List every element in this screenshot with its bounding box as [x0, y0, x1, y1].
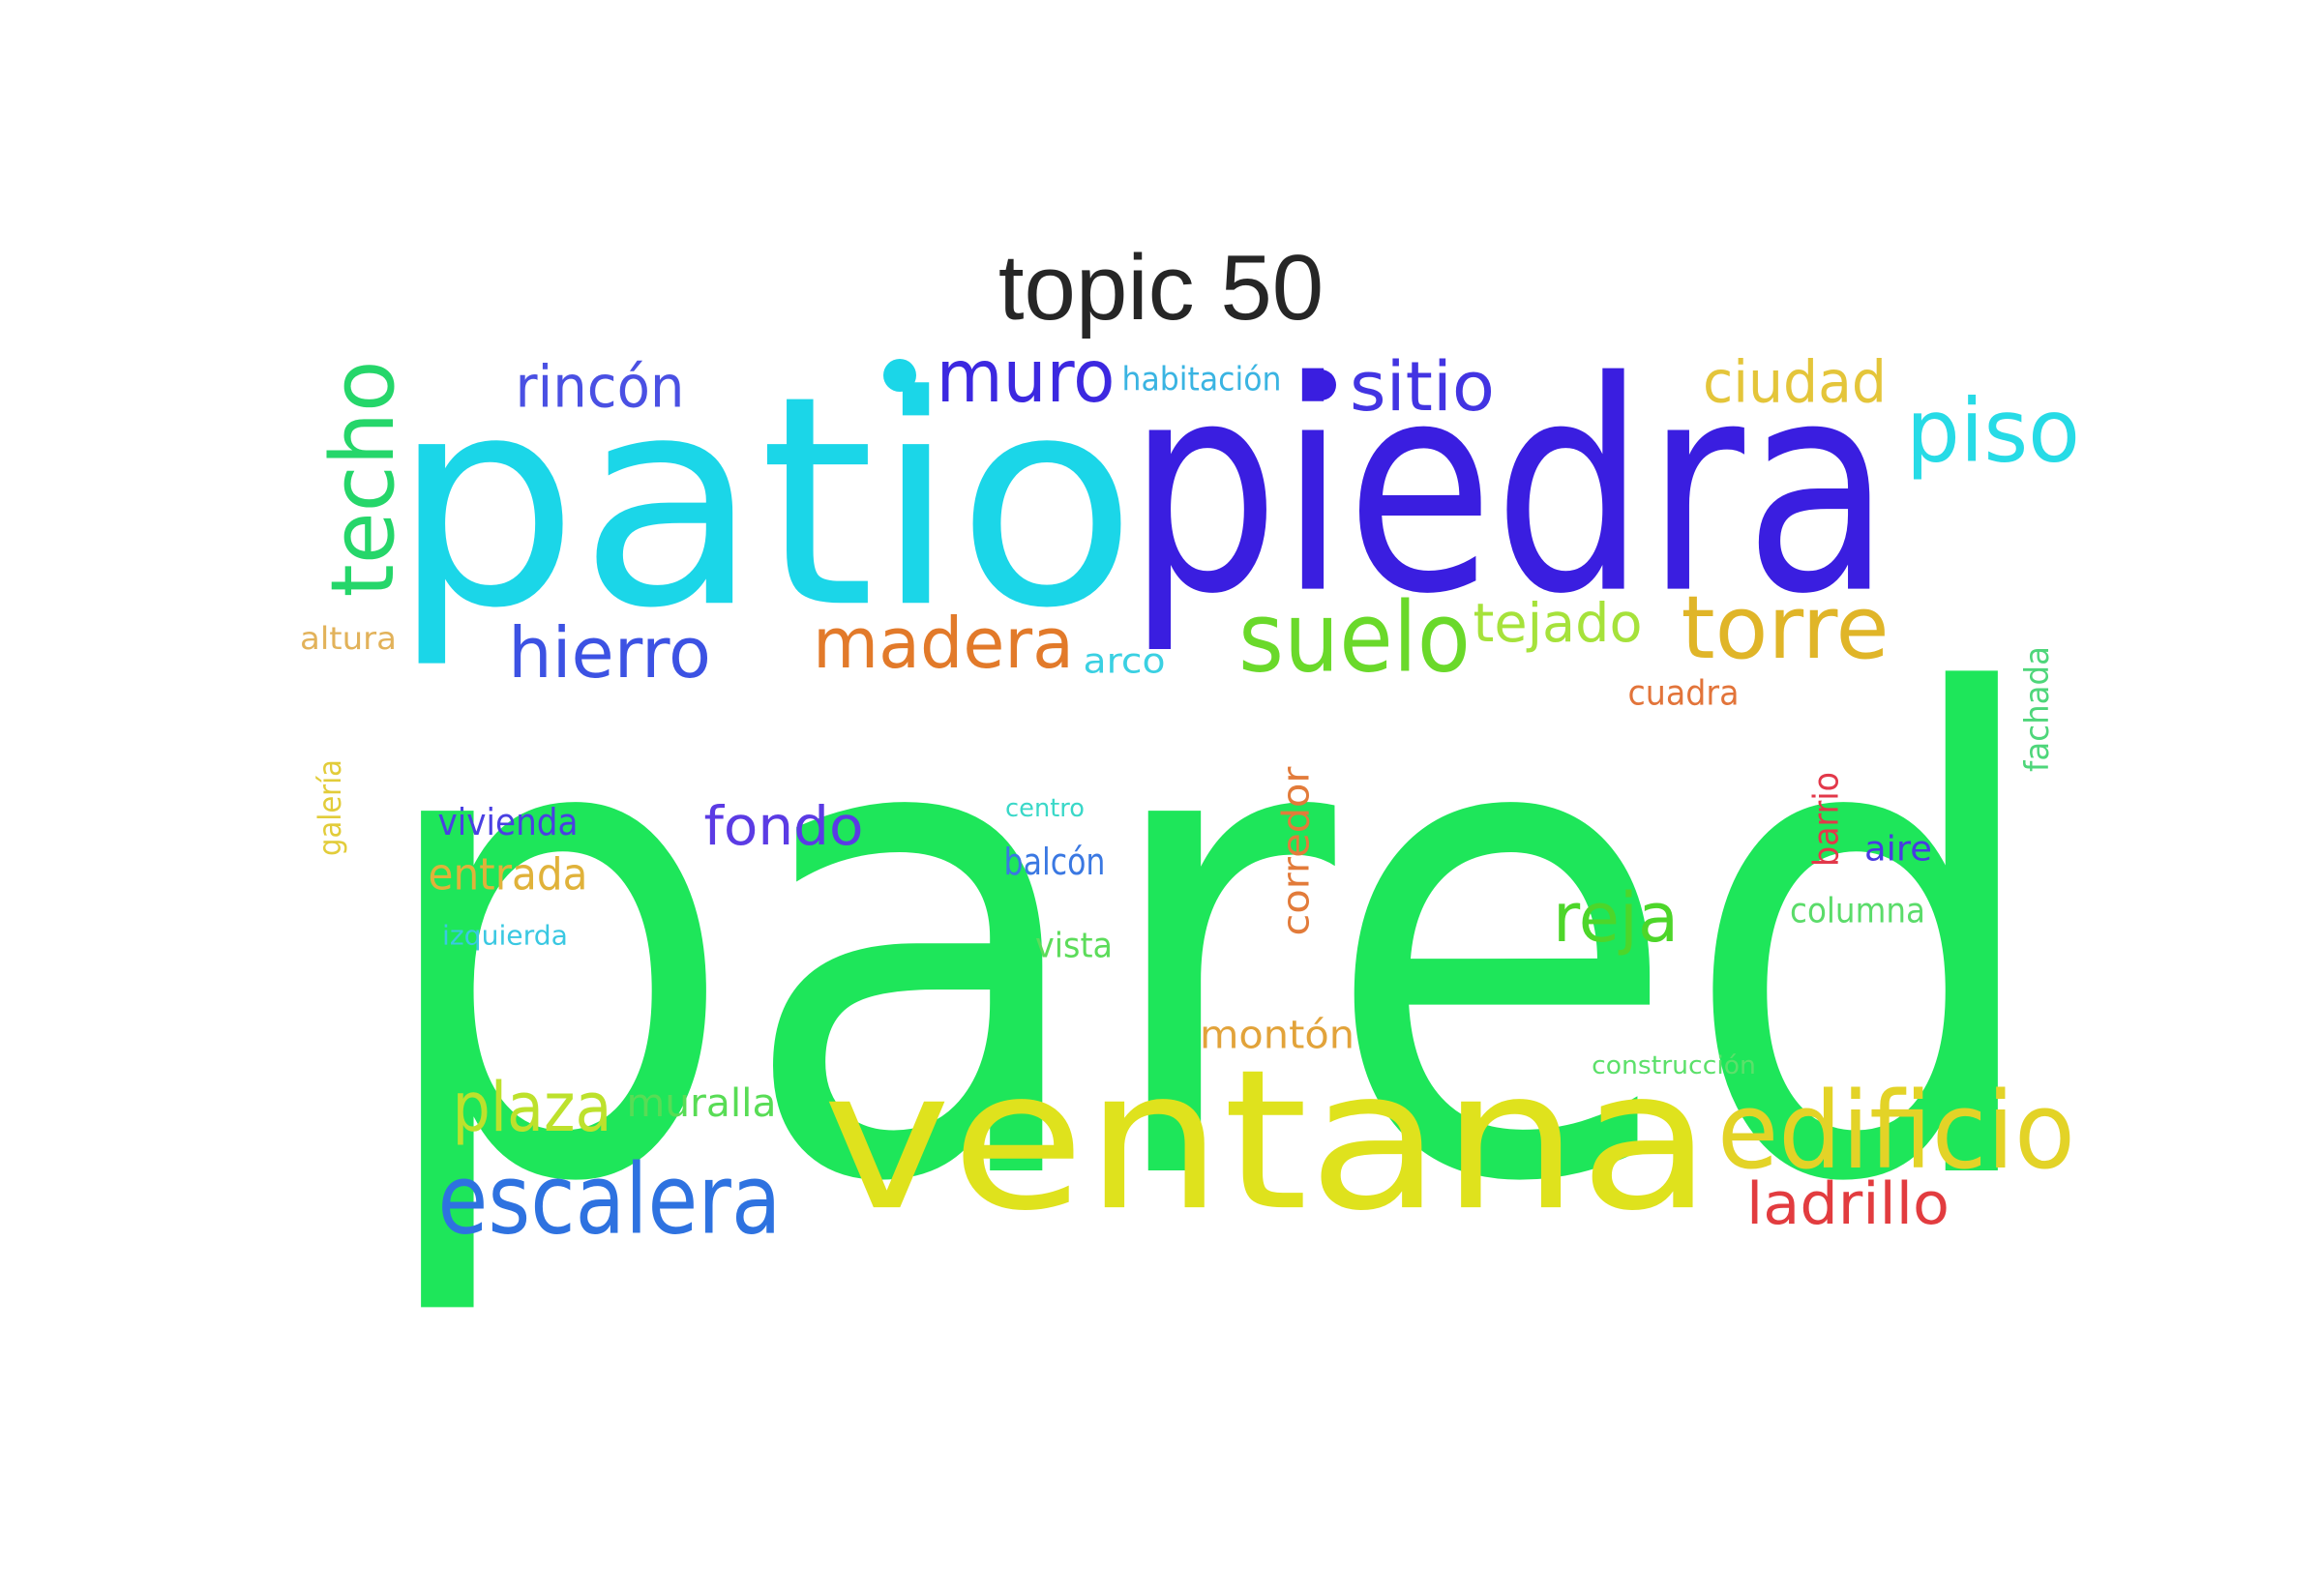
cloud-word-madera: madera — [813, 603, 1074, 684]
cloud-word-cuadra: cuadra — [1628, 673, 1740, 714]
cloud-word-fachada: fachada — [2017, 646, 2056, 772]
cloud-word-tejado: tejado — [1473, 593, 1642, 655]
cloud-word-escalera: escalera — [438, 1143, 782, 1256]
cloud-word-entrada: entrada — [429, 850, 588, 901]
cloud-word-vivienda: vivienda — [438, 800, 579, 843]
cloud-word-torre: torre — [1681, 578, 1889, 679]
cloud-word-fondo: fondo — [704, 796, 864, 857]
chart-title: topic 50 — [997, 236, 1325, 340]
cloud-word-altura: altura — [300, 620, 397, 657]
cloud-word-construcción: construcción — [1592, 1051, 1756, 1080]
cloud-word-ciudad: ciudad — [1703, 348, 1887, 416]
cloud-word-pared: pared — [368, 560, 2050, 1326]
cloud-word-arco: arco — [1084, 640, 1166, 681]
cloud-word-barrio: barrio — [1806, 772, 1847, 867]
cloud-word-columna: columna — [1790, 891, 1925, 931]
cloud-word-vista: vista — [1035, 926, 1113, 965]
cloud-word-patio: patio — [392, 334, 1137, 671]
cloud-word-suelo: suelo — [1238, 582, 1471, 695]
cloud-word-rincón: rincón — [516, 353, 685, 421]
cloud-word-montón: montón — [1200, 1012, 1354, 1057]
cloud-word-balcón: balcón — [1004, 842, 1106, 883]
cloud-dot — [883, 359, 916, 392]
cloud-word-piedra: piedra — [1127, 320, 1891, 658]
cloud-word-ladrillo: ladrillo — [1746, 1170, 1950, 1238]
cloud-dot — [1305, 369, 1336, 400]
cloud-word-habitación: habitación — [1122, 360, 1282, 398]
cloud-word-corredor: corredor — [1275, 766, 1318, 936]
cloud-word-sitio: sitio — [1350, 347, 1495, 427]
cloud-word-edificio: edificio — [1717, 1070, 2075, 1194]
cloud-word-galería: galería — [313, 759, 349, 856]
cloud-word-muro: muro — [937, 335, 1116, 419]
cloud-word-muralla: muralla — [626, 1079, 776, 1126]
cloud-word-aire: aire — [1864, 828, 1932, 869]
cloud-word-ventana: ventana — [822, 1029, 1712, 1254]
cloud-word-centro: centro — [1005, 794, 1085, 823]
cloud-word-techo: techo — [313, 361, 414, 598]
cloud-word-hierro: hierro — [508, 612, 711, 694]
cloud-word-piso: piso — [1906, 379, 2080, 481]
cloud-word-izquierda: izquierda — [442, 920, 568, 952]
cloud-word-reja: reja — [1553, 880, 1679, 959]
cloud-word-plaza: plaza — [453, 1068, 612, 1147]
